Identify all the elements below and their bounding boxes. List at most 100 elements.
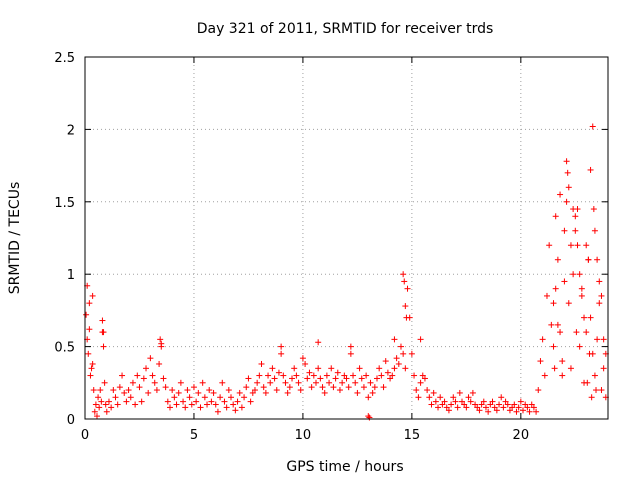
data-point — [543, 292, 550, 299]
data-point — [86, 300, 93, 307]
data-point — [391, 336, 398, 343]
data-point — [267, 379, 274, 386]
y-tick-label: 1 — [67, 268, 75, 283]
data-point — [204, 401, 211, 408]
data-point — [550, 300, 557, 307]
x-tick-label: 0 — [81, 428, 89, 443]
data-point — [243, 384, 250, 391]
data-point — [415, 394, 422, 401]
data-point — [212, 401, 219, 408]
data-point — [572, 213, 579, 220]
data-point — [291, 365, 298, 372]
data-point — [175, 389, 182, 396]
data-point — [114, 401, 121, 408]
data-point — [190, 384, 197, 391]
data-point — [578, 292, 585, 299]
data-point — [476, 407, 483, 414]
data-point — [269, 365, 276, 372]
data-point — [360, 384, 367, 391]
data-point — [426, 394, 433, 401]
data-point — [199, 379, 206, 386]
data-point — [456, 389, 463, 396]
data-point — [280, 372, 287, 379]
data-point — [166, 404, 173, 411]
data-point — [526, 408, 533, 415]
data-point — [210, 389, 217, 396]
data-point — [93, 413, 100, 420]
data-point — [217, 394, 224, 401]
data-point — [424, 387, 431, 394]
data-point — [480, 398, 487, 405]
data-point — [299, 355, 306, 362]
data-point — [561, 278, 568, 285]
data-point — [105, 398, 112, 405]
data-point — [428, 401, 435, 408]
data-point — [228, 394, 235, 401]
data-point — [138, 398, 145, 405]
data-point — [262, 389, 269, 396]
data-point — [574, 206, 581, 213]
data-point — [132, 401, 139, 408]
grid — [85, 57, 608, 419]
data-point — [219, 379, 226, 386]
data-point — [332, 375, 339, 382]
data-point — [278, 350, 285, 357]
data-point — [121, 389, 128, 396]
data-point — [430, 389, 437, 396]
data-point — [293, 372, 300, 379]
data-point — [347, 343, 354, 350]
data-point — [100, 329, 107, 336]
data-point — [140, 375, 147, 382]
data-point — [156, 360, 163, 367]
data-point — [334, 369, 341, 376]
data-point — [594, 256, 601, 263]
data-point — [465, 394, 472, 401]
data-point — [358, 375, 365, 382]
data-point — [450, 394, 457, 401]
data-points — [83, 123, 609, 421]
data-point — [559, 358, 566, 365]
data-point — [188, 401, 195, 408]
data-point — [184, 387, 191, 394]
data-point — [251, 387, 258, 394]
y-tick-label: 2.5 — [54, 51, 75, 66]
data-point — [520, 407, 527, 414]
data-point — [284, 389, 291, 396]
data-point — [245, 375, 252, 382]
data-point — [467, 398, 474, 405]
data-point — [563, 198, 570, 205]
data-point — [321, 389, 328, 396]
data-point — [513, 408, 520, 415]
data-point — [402, 365, 409, 372]
data-point — [576, 343, 583, 350]
data-point — [265, 372, 272, 379]
data-point — [319, 384, 326, 391]
data-point — [295, 379, 302, 386]
data-point — [541, 372, 548, 379]
data-point — [312, 379, 319, 386]
data-point — [576, 271, 583, 278]
data-point — [147, 355, 154, 362]
data-point — [96, 404, 103, 411]
data-point — [537, 358, 544, 365]
data-point — [354, 389, 361, 396]
data-point — [350, 372, 357, 379]
data-point — [315, 365, 322, 372]
data-point — [403, 314, 410, 321]
data-point — [127, 394, 134, 401]
data-point — [91, 408, 98, 415]
data-point — [596, 278, 603, 285]
data-point — [564, 169, 571, 176]
data-point — [317, 375, 324, 382]
data-point — [173, 401, 180, 408]
data-point — [201, 394, 208, 401]
data-point — [186, 394, 193, 401]
data-point — [557, 329, 564, 336]
data-point — [308, 384, 315, 391]
data-point — [417, 379, 424, 386]
data-point — [221, 398, 228, 405]
data-point — [421, 375, 428, 382]
data-point — [500, 404, 507, 411]
data-point — [441, 398, 448, 405]
